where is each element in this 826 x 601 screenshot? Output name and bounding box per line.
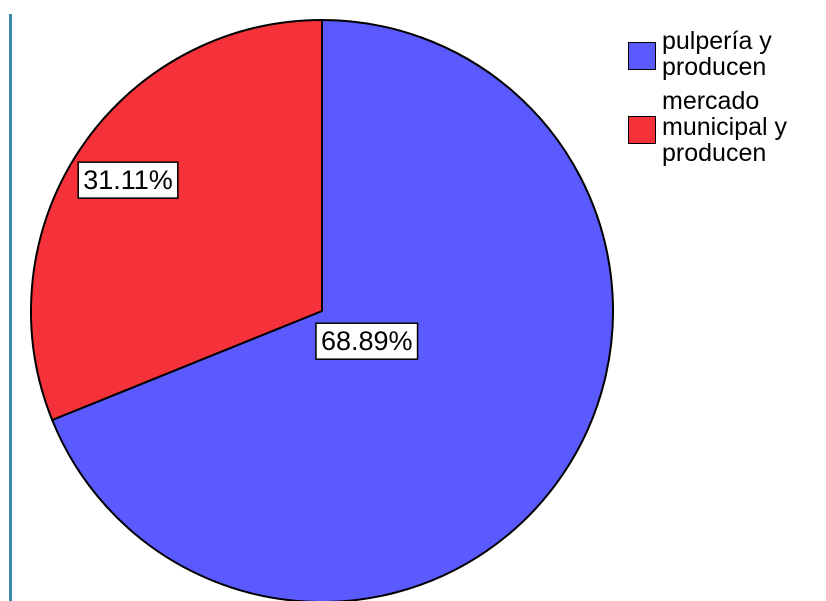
slice-label-1: 31.11%: [77, 161, 179, 199]
pie-slice-0: [51, 19, 614, 601]
pie-slice-1: [30, 19, 323, 421]
slice-label-box: [77, 161, 179, 199]
left-border-rule: [9, 14, 12, 601]
slice-percent-label: 31.11%: [83, 165, 173, 195]
legend-swatch-blue: [628, 42, 656, 70]
legend-label: mercado municipal y producen: [662, 87, 788, 167]
legend-item-mercado: mercado municipal y producen: [628, 88, 824, 166]
slice-percent-label: 68.89%: [321, 326, 413, 356]
slice-label-0: 68.89%: [315, 322, 419, 360]
legend-item-pulperia: pulpería y producen: [628, 28, 824, 80]
pie-slices: [30, 19, 614, 601]
legend-swatch-red: [628, 116, 656, 144]
slice-label-box: [315, 322, 419, 360]
legend: pulpería y producen mercado municipal y …: [628, 28, 824, 170]
slice-labels: 68.89% 31.11%: [77, 161, 419, 360]
legend-label: pulpería y producen: [662, 27, 772, 81]
